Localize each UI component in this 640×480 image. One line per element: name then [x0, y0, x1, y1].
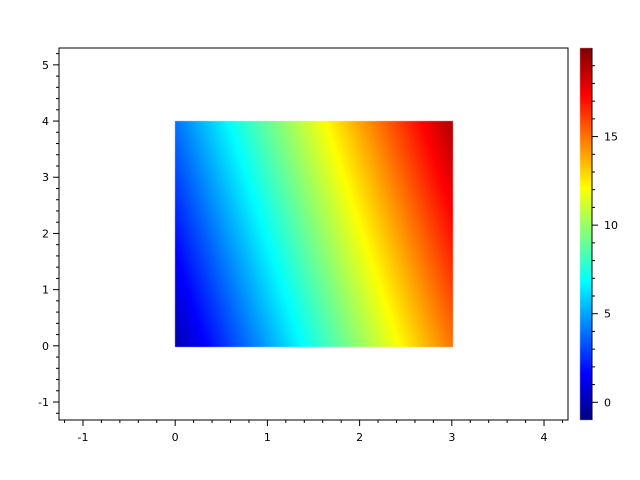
- y-tick-label: 2: [42, 227, 49, 240]
- y-tick-label: 5: [42, 59, 49, 72]
- x-tick-label: -1: [77, 431, 88, 444]
- y-tick-label: -1: [38, 396, 49, 409]
- plot-frame: [58, 47, 569, 421]
- colorbar-tick-label: 10: [604, 219, 618, 232]
- y-tick-label: 4: [42, 115, 49, 128]
- colorbar-tick-label: 0: [604, 396, 611, 409]
- x-tick-label: 1: [264, 431, 271, 444]
- x-tick-label: 4: [541, 431, 548, 444]
- x-tick-label: 2: [356, 431, 363, 444]
- x-tick-label: 3: [448, 431, 455, 444]
- x-tick-label: 0: [172, 431, 179, 444]
- axes: -1 0 1 2 3 4 -1 0 1 2 3 4 5 0 5 10 15: [38, 47, 618, 444]
- colorbar-tick-label: 5: [604, 308, 611, 321]
- y-tick-label: 1: [42, 284, 49, 297]
- y-tick-label: 3: [42, 171, 49, 184]
- y-tick-label: 0: [42, 340, 49, 353]
- colorbar-tick-label: 15: [604, 131, 618, 144]
